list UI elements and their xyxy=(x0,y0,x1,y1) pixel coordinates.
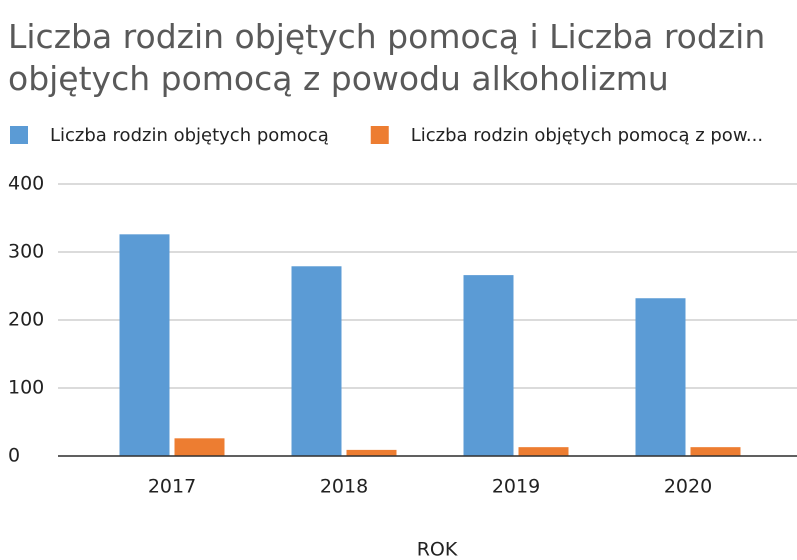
chart-title-line: Liczba rodzin objętych pomocą i Liczba r… xyxy=(8,17,765,56)
y-tick-label: 400 xyxy=(8,173,44,195)
legend-label: Liczba rodzin objętych pomocą xyxy=(50,125,329,146)
bar xyxy=(690,447,741,456)
legend-swatch xyxy=(10,126,28,144)
x-tick-label: 2017 xyxy=(148,476,196,498)
y-tick-label: 100 xyxy=(8,377,44,399)
bar xyxy=(119,234,170,456)
y-tick-label: 0 xyxy=(8,445,20,467)
x-tick-label: 2019 xyxy=(492,476,540,498)
bar xyxy=(174,438,225,456)
bar xyxy=(291,266,342,456)
chart-title-line: objętych pomocą z powodu alkoholizmu xyxy=(8,59,669,98)
x-tick-label: 2018 xyxy=(320,476,368,498)
x-tick-label: 2020 xyxy=(664,476,712,498)
x-axis-label: ROK xyxy=(417,539,458,560)
y-tick-label: 300 xyxy=(8,241,44,263)
bar xyxy=(463,275,514,456)
bar xyxy=(635,298,686,456)
bar xyxy=(346,449,397,456)
legend-swatch xyxy=(370,126,389,144)
legend-label: Liczba rodzin objętych pomocą z pow... xyxy=(411,125,763,146)
y-tick-label: 200 xyxy=(8,309,44,331)
bar xyxy=(518,447,569,456)
